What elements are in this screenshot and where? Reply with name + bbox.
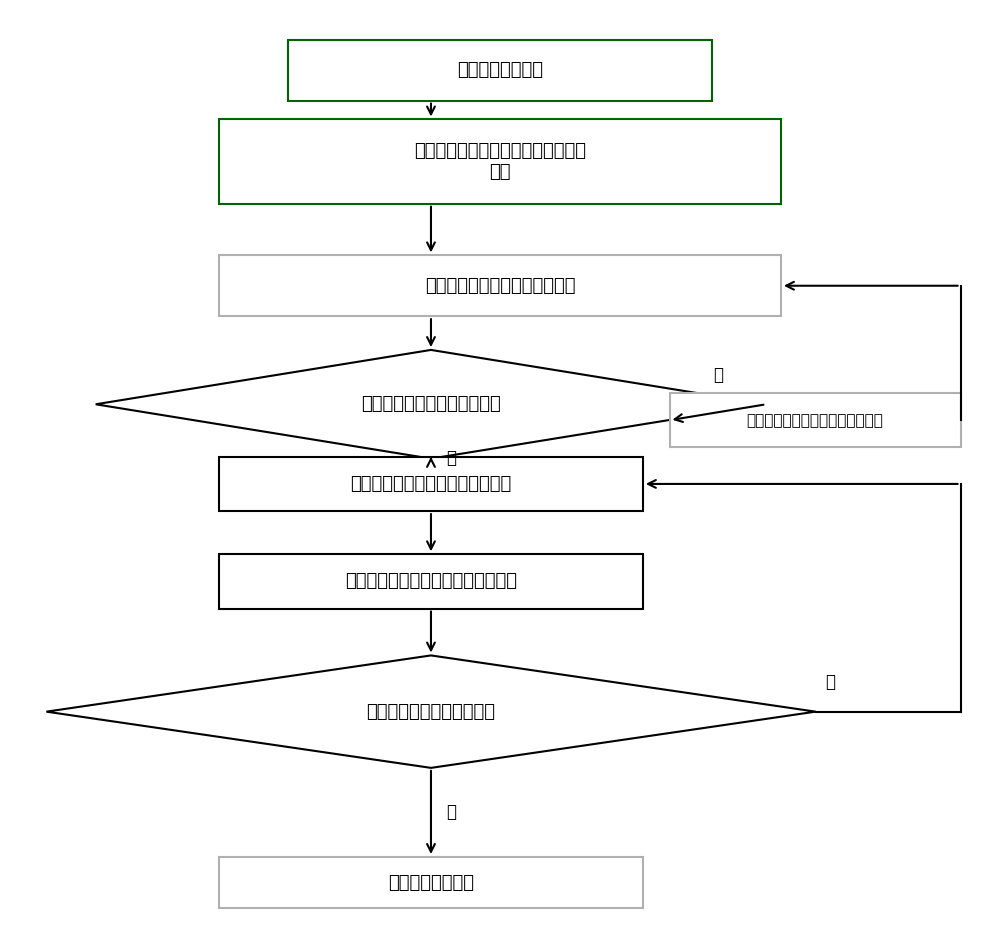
Polygon shape bbox=[96, 350, 766, 458]
Polygon shape bbox=[46, 655, 816, 767]
Text: 是: 是 bbox=[446, 804, 456, 822]
Text: 再次计算屏蔽情形时的三维工频电场: 再次计算屏蔽情形时的三维工频电场 bbox=[345, 573, 517, 591]
Text: 节省材料且满足限值要求？: 节省材料且满足限值要求？ bbox=[366, 703, 495, 721]
Text: 是: 是 bbox=[446, 449, 456, 467]
Text: 敏感区域是否满足限值要求？: 敏感区域是否满足限值要求？ bbox=[361, 396, 501, 414]
Bar bbox=[219, 554, 643, 609]
Text: 进一步优化调整位置、根数及长度: 进一步优化调整位置、根数及长度 bbox=[350, 475, 512, 493]
Bar bbox=[219, 857, 643, 908]
Bar bbox=[219, 120, 781, 204]
Text: 设置屏蔽效果阈值和屏蔽线目标优化
函数: 设置屏蔽效果阈值和屏蔽线目标优化 函数 bbox=[414, 142, 586, 181]
Text: 提出最优屏蔽方案: 提出最优屏蔽方案 bbox=[388, 874, 474, 892]
Bar bbox=[219, 456, 643, 511]
Bar bbox=[670, 393, 961, 447]
Text: 位置、根数及、长度进行优化调整: 位置、根数及、长度进行优化调整 bbox=[747, 413, 884, 428]
Text: 建立屏蔽分析模型: 建立屏蔽分析模型 bbox=[457, 61, 543, 79]
Bar bbox=[288, 40, 712, 101]
Bar bbox=[219, 255, 781, 316]
Text: 否: 否 bbox=[713, 366, 723, 383]
Text: 计算屏蔽情形时的三维工频电场: 计算屏蔽情形时的三维工频电场 bbox=[425, 277, 575, 295]
Text: 否: 否 bbox=[825, 673, 835, 691]
